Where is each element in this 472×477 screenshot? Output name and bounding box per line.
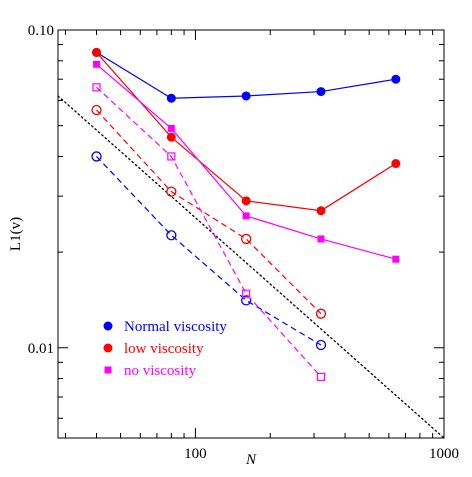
legend-label: no viscosity bbox=[124, 363, 197, 379]
data-point bbox=[316, 206, 326, 216]
series-none-solid bbox=[93, 60, 400, 263]
plot-frame bbox=[57, 29, 445, 439]
data-point bbox=[392, 255, 400, 263]
legend-item: low viscosity bbox=[103, 341, 204, 357]
legend-item: Normal viscosity bbox=[103, 319, 227, 335]
data-point bbox=[317, 235, 325, 243]
data-point bbox=[391, 74, 401, 84]
data-point bbox=[241, 295, 252, 306]
x-tick-label: 1000 bbox=[429, 446, 459, 462]
data-point bbox=[91, 104, 102, 116]
data-point bbox=[93, 60, 101, 68]
series-none-dashed bbox=[92, 83, 326, 381]
data-point bbox=[166, 230, 177, 241]
tick-layer: 100 1000 0.01 0.10 bbox=[28, 23, 459, 462]
y-tick-label: 0.01 bbox=[28, 341, 54, 357]
series-normal-dashed bbox=[91, 151, 327, 351]
data-point bbox=[315, 308, 327, 319]
data-point bbox=[242, 212, 250, 220]
series-line bbox=[96, 109, 322, 315]
series-low-dashed bbox=[91, 104, 327, 319]
data-point bbox=[391, 159, 401, 169]
series-normal-solid bbox=[92, 47, 401, 103]
data-point bbox=[315, 339, 327, 351]
x-axis-title: N bbox=[245, 452, 257, 468]
data-point bbox=[166, 93, 176, 103]
y-axis-title: L1(v) bbox=[8, 217, 24, 251]
data-point bbox=[92, 47, 102, 57]
data-point bbox=[242, 289, 251, 298]
data-point bbox=[241, 196, 251, 206]
data-point bbox=[316, 87, 326, 97]
series-line bbox=[96, 86, 322, 378]
plot-layer bbox=[58, 47, 444, 438]
data-point bbox=[241, 91, 251, 101]
legend-label: low viscosity bbox=[124, 341, 204, 357]
series-line bbox=[96, 51, 396, 99]
legend-marker bbox=[103, 321, 113, 331]
data-point bbox=[166, 186, 177, 197]
legend-marker bbox=[103, 343, 113, 353]
legend: Normal viscosity low viscosity no viscosit… bbox=[103, 319, 227, 379]
legend-label: Normal viscosity bbox=[124, 319, 227, 335]
data-point bbox=[92, 83, 101, 92]
legend-marker bbox=[104, 366, 112, 374]
data-point bbox=[167, 152, 176, 161]
series-line bbox=[96, 156, 322, 346]
data-point bbox=[167, 124, 175, 132]
data-point bbox=[166, 132, 176, 142]
reference-line bbox=[58, 95, 444, 438]
data-point bbox=[316, 372, 326, 381]
series-line bbox=[96, 52, 397, 212]
x-tick-label: 100 bbox=[184, 446, 207, 462]
data-point bbox=[91, 151, 102, 162]
data-point bbox=[241, 233, 252, 245]
legend-item: no viscosity bbox=[104, 363, 197, 379]
series-low-solid bbox=[92, 47, 401, 216]
y-tick-label: 0.10 bbox=[28, 23, 54, 39]
